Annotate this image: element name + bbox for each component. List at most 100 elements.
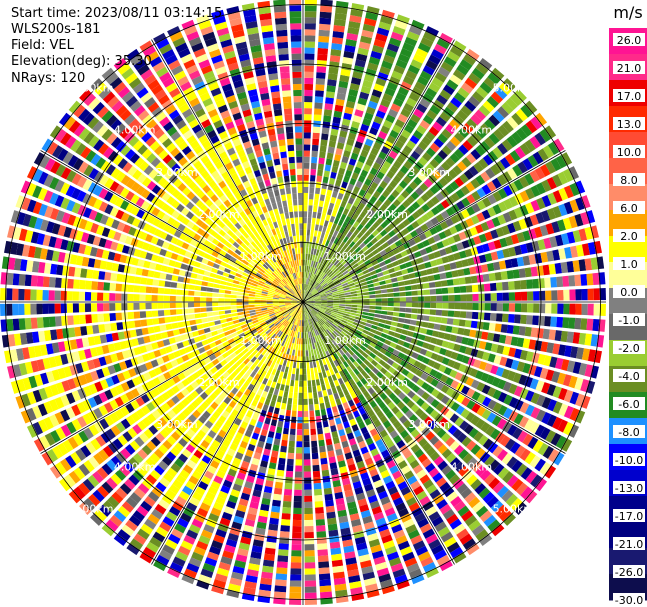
velocity-gate — [339, 304, 346, 307]
velocity-gate — [369, 352, 377, 359]
velocity-gate — [364, 138, 374, 147]
velocity-gate — [410, 113, 421, 124]
velocity-gate — [299, 380, 303, 387]
velocity-gate — [529, 421, 540, 434]
velocity-gate — [147, 270, 155, 278]
velocity-gate — [388, 557, 402, 567]
velocity-gate — [336, 351, 342, 358]
velocity-gate — [497, 379, 507, 390]
velocity-gate — [336, 284, 343, 289]
velocity-gate — [303, 423, 309, 430]
velocity-gate — [328, 177, 336, 185]
velocity-gate — [525, 242, 534, 253]
velocity-gate — [367, 331, 375, 338]
velocity-gate — [320, 280, 326, 286]
velocity-gate — [545, 161, 556, 174]
velocity-gate — [346, 366, 353, 373]
velocity-gate — [376, 388, 384, 396]
velocity-gate — [293, 331, 297, 338]
velocity-gate — [514, 193, 524, 205]
velocity-gate — [458, 319, 466, 327]
velocity-gate — [447, 310, 455, 317]
velocity-gate — [344, 106, 354, 115]
velocity-gate — [341, 440, 349, 449]
velocity-gate — [350, 337, 357, 344]
velocity-gate — [367, 532, 379, 542]
velocity-gate — [484, 136, 496, 149]
velocity-gate — [279, 408, 286, 416]
velocity-gate — [313, 391, 318, 399]
velocity-gate — [224, 294, 231, 298]
velocity-gate — [405, 291, 412, 296]
velocity-gate — [115, 283, 123, 292]
velocity-gate — [362, 431, 371, 441]
velocity-gate — [323, 109, 333, 117]
velocity-gate — [312, 336, 316, 343]
velocity-gate — [288, 598, 302, 605]
velocity-gate — [314, 102, 323, 110]
velocity-gate — [367, 345, 374, 352]
velocity-gate — [337, 273, 344, 279]
velocity-gate — [139, 294, 146, 302]
velocity-gate — [178, 327, 186, 335]
velocity-gate — [520, 124, 533, 137]
velocity-gate — [475, 448, 486, 460]
velocity-gate — [568, 375, 578, 389]
velocity-gate — [387, 302, 394, 307]
velocity-gate — [393, 529, 406, 540]
velocity-gate — [271, 394, 278, 402]
velocity-gate — [379, 66, 391, 76]
velocity-gate — [421, 381, 430, 391]
velocity-gate — [97, 281, 104, 291]
velocity-gate — [331, 339, 338, 346]
velocity-gate — [435, 402, 445, 412]
velocity-gate — [304, 114, 312, 121]
velocity-gate — [348, 378, 356, 386]
velocity-gate — [393, 378, 402, 387]
velocity-gate — [328, 326, 335, 332]
velocity-gate — [411, 296, 419, 302]
velocity-gate — [494, 87, 508, 100]
velocity-gate — [474, 109, 487, 121]
velocity-gate — [292, 318, 296, 325]
velocity-gate — [399, 297, 407, 302]
velocity-gate — [327, 318, 334, 324]
velocity-gate — [404, 124, 415, 134]
velocity-gate — [175, 289, 183, 295]
velocity-gate — [303, 180, 309, 187]
velocity-gate — [420, 269, 428, 277]
velocity-gate — [335, 448, 343, 456]
velocity-gate — [453, 40, 467, 52]
velocity-gate — [348, 317, 355, 322]
velocity-gate — [322, 252, 328, 259]
velocity-gate — [419, 98, 431, 109]
velocity-gate — [331, 222, 338, 230]
velocity-gate — [336, 385, 342, 393]
velocity-gate — [310, 279, 314, 286]
velocity-gate — [349, 285, 356, 290]
velocity-gate — [278, 389, 284, 397]
velocity-gate — [397, 53, 410, 64]
velocity-gate — [86, 325, 94, 335]
velocity-gate — [310, 349, 315, 356]
velocity-gate — [465, 376, 475, 387]
velocity-gate — [303, 223, 307, 230]
velocity-gate — [293, 318, 297, 325]
velocity-gate — [258, 466, 267, 474]
velocity-gate — [534, 167, 546, 180]
velocity-gate — [84, 303, 92, 313]
velocity-gate — [441, 238, 450, 247]
velocity-gate — [466, 152, 477, 164]
velocity-gate — [410, 166, 420, 176]
velocity-gate — [305, 271, 308, 279]
velocity-gate — [202, 322, 210, 329]
velocity-gate — [315, 379, 321, 386]
velocity-gate — [366, 355, 374, 363]
velocity-gate — [341, 250, 348, 257]
velocity-gate — [273, 597, 286, 605]
velocity-gate — [505, 97, 518, 111]
velocity-gate — [541, 411, 552, 425]
velocity-gate — [251, 432, 260, 441]
velocity-gate — [307, 293, 313, 299]
velocity-gate — [404, 285, 412, 291]
